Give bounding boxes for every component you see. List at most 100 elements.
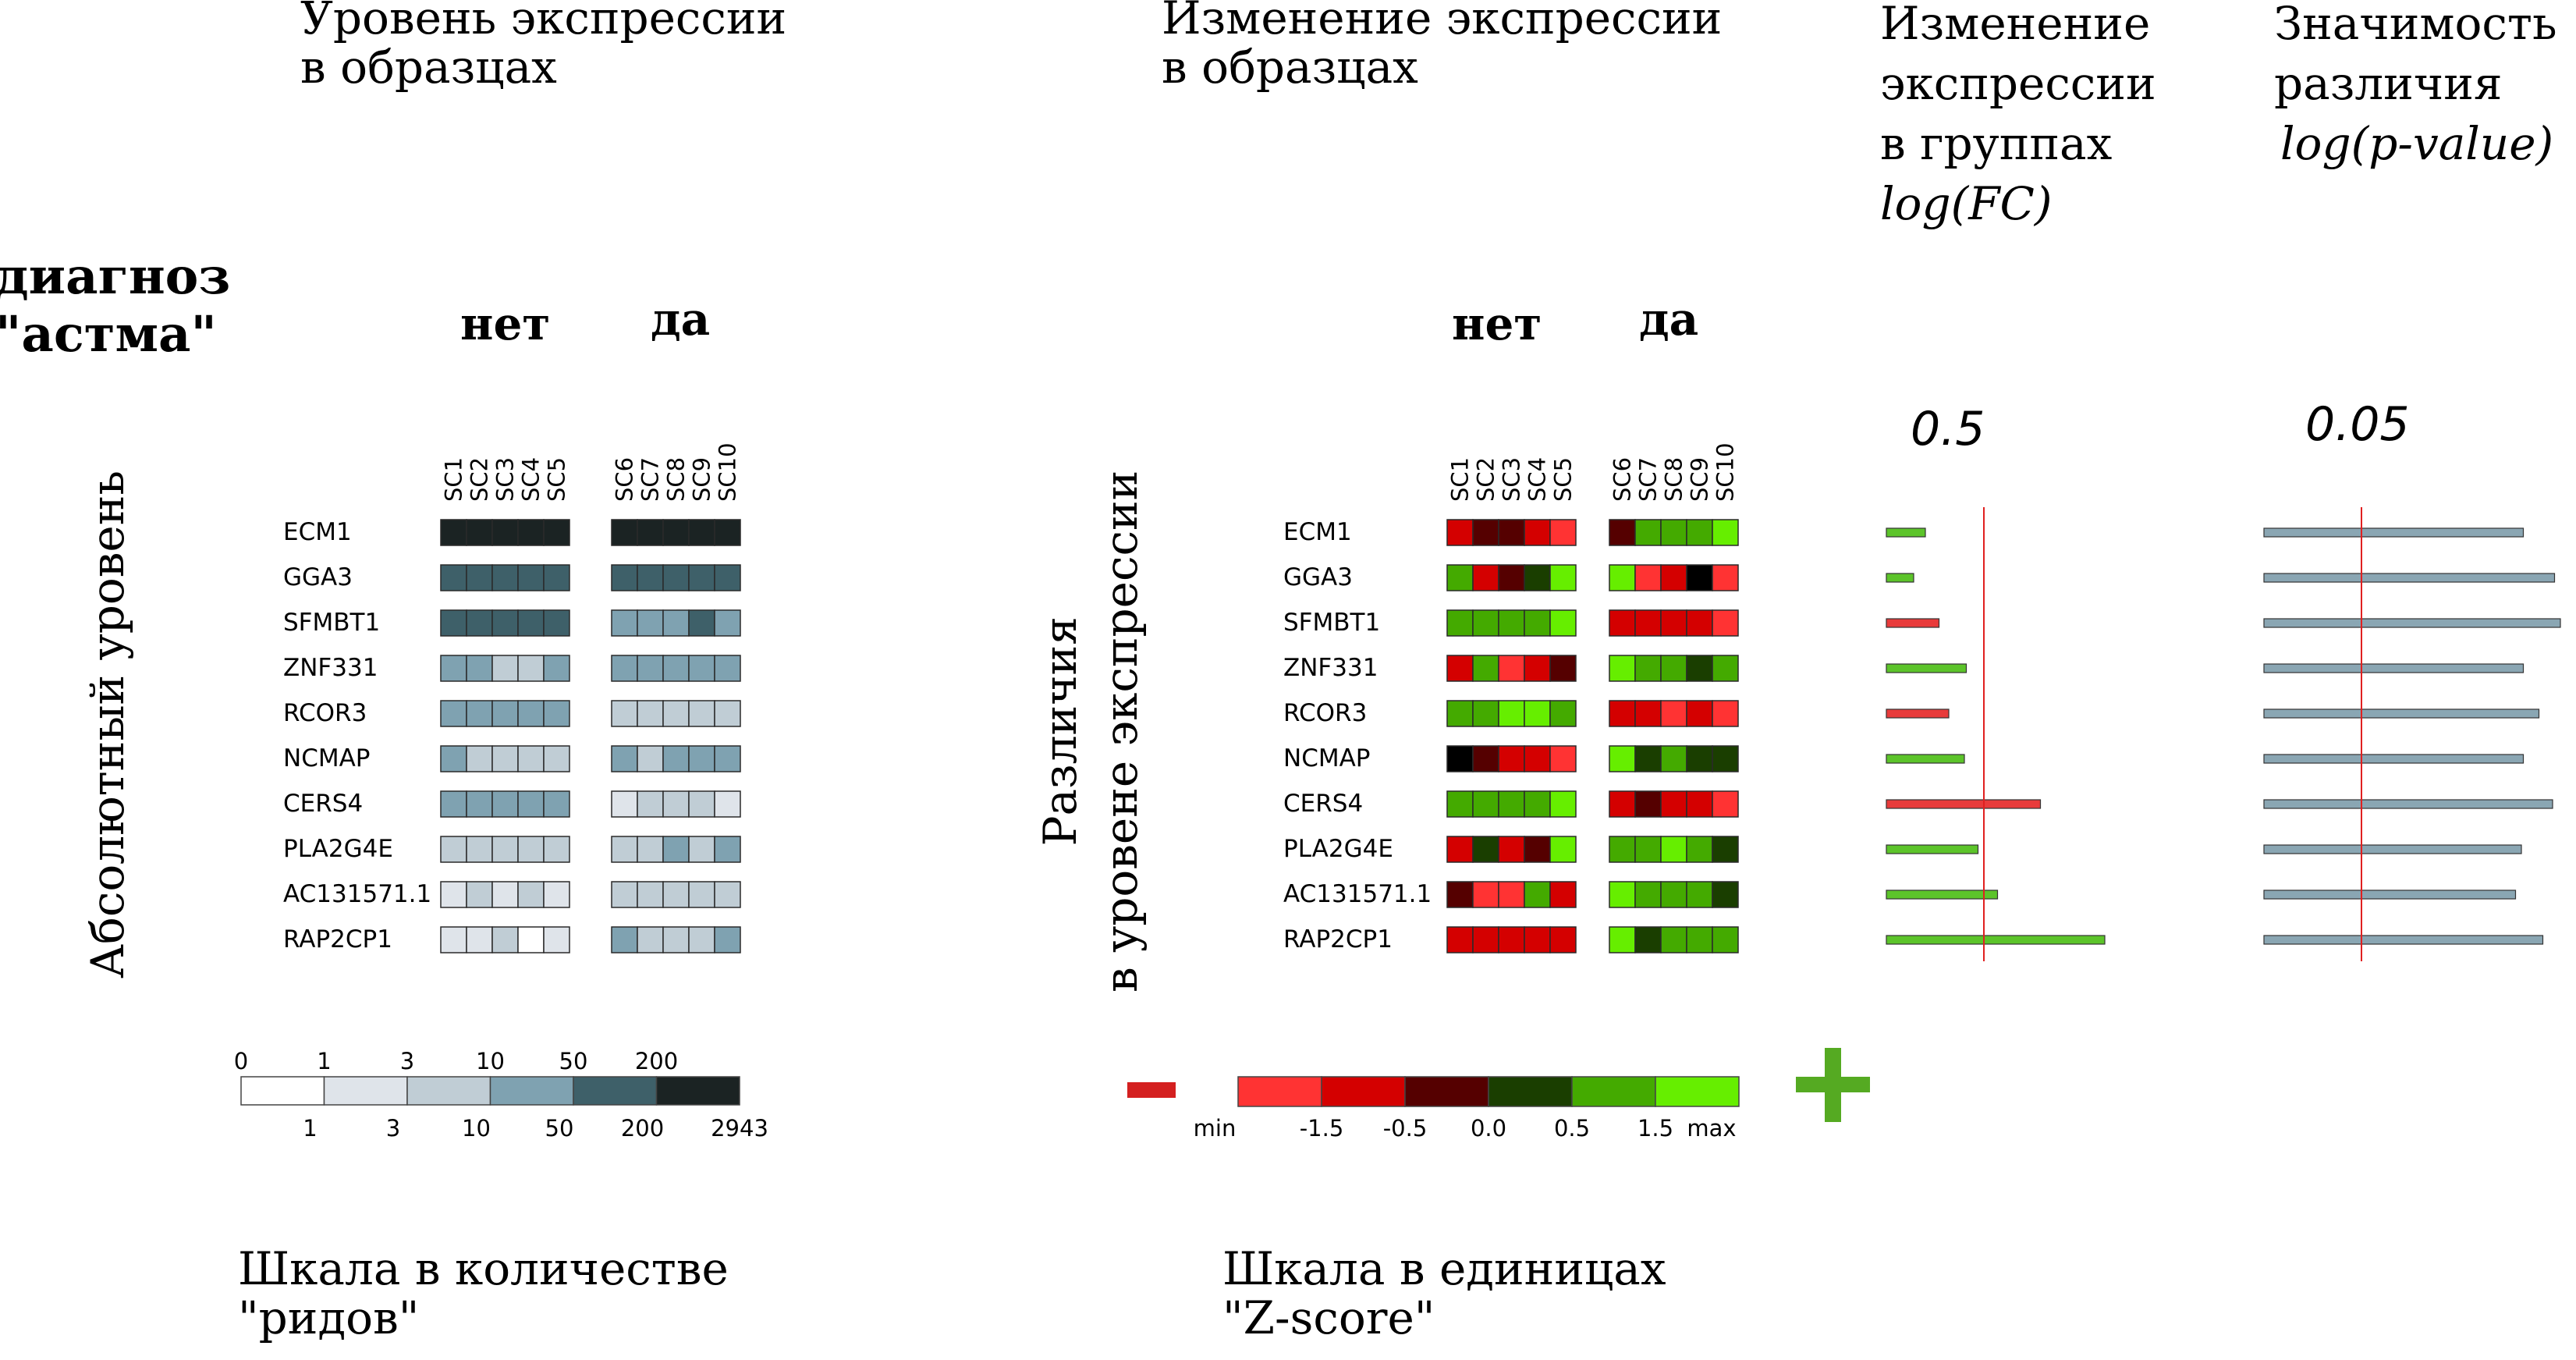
fc-bar bbox=[1886, 527, 1926, 538]
level-cell bbox=[543, 700, 570, 727]
z-cell bbox=[1472, 564, 1499, 591]
level-cell bbox=[440, 700, 467, 727]
z-cell bbox=[1609, 745, 1636, 772]
minus-icon bbox=[1127, 1082, 1176, 1098]
z-gene-label: SFMBT1 bbox=[1283, 609, 1380, 637]
z-cell bbox=[1712, 519, 1739, 546]
level-cell bbox=[688, 519, 715, 546]
z-cell bbox=[1660, 564, 1687, 591]
level-cell bbox=[714, 790, 741, 818]
level-cell bbox=[611, 564, 638, 591]
z-cell bbox=[1446, 700, 1474, 727]
z-legend-swatch bbox=[1571, 1076, 1656, 1107]
level-cell bbox=[637, 519, 664, 546]
level-cell bbox=[517, 836, 545, 863]
z-cell bbox=[1660, 836, 1687, 863]
z-cell bbox=[1524, 836, 1551, 863]
z-cell bbox=[1634, 519, 1662, 546]
pval-bar bbox=[2263, 708, 2540, 719]
middle-scale-caption-line2: "Z-score" bbox=[1222, 1291, 1435, 1344]
group-label-yes-mid: да bbox=[1639, 293, 1699, 346]
level-cell bbox=[637, 926, 664, 953]
z-legend-swatch bbox=[1321, 1076, 1406, 1107]
level-cell bbox=[714, 836, 741, 863]
level-cell bbox=[688, 609, 715, 637]
z-cell bbox=[1498, 609, 1525, 637]
z-cell bbox=[1549, 745, 1577, 772]
z-cell bbox=[1660, 700, 1687, 727]
z-gene-label: PLA2G4E bbox=[1283, 835, 1393, 863]
level-gene-label: ECM1 bbox=[283, 518, 352, 546]
level-cell bbox=[517, 655, 545, 682]
z-cell bbox=[1446, 881, 1474, 908]
z-legend-tick: min bbox=[1194, 1115, 1237, 1142]
pval-bar bbox=[2263, 527, 2525, 538]
z-sample-label: SC7 bbox=[1635, 457, 1662, 502]
z-cell bbox=[1660, 926, 1687, 953]
z-cell bbox=[1549, 836, 1577, 863]
level-cell bbox=[662, 926, 690, 953]
level-legend-swatch bbox=[573, 1076, 658, 1106]
level-cell bbox=[440, 745, 467, 772]
level-cell bbox=[662, 700, 690, 727]
z-cell bbox=[1609, 881, 1636, 908]
diagnosis-line1: диагноз bbox=[0, 247, 231, 306]
z-cell bbox=[1712, 564, 1739, 591]
z-cell bbox=[1712, 836, 1739, 863]
level-cell bbox=[466, 700, 493, 727]
level-cell bbox=[611, 881, 638, 908]
z-sample-label: SC8 bbox=[1661, 457, 1687, 502]
level-gene-label: CERS4 bbox=[283, 790, 363, 818]
level-cell bbox=[611, 609, 638, 637]
z-cell bbox=[1686, 881, 1713, 908]
z-cell bbox=[1472, 926, 1499, 953]
level-cell bbox=[517, 790, 545, 818]
z-cell bbox=[1686, 700, 1713, 727]
level-cell bbox=[662, 655, 690, 682]
z-sample-label: SC5 bbox=[1550, 457, 1577, 502]
level-legend-swatch bbox=[489, 1076, 574, 1106]
change-header-line1: Изменение экспрессии bbox=[1162, 0, 1723, 44]
level-cell bbox=[517, 609, 545, 637]
z-sample-label: SC1 bbox=[1447, 457, 1474, 502]
pval-bar bbox=[2263, 844, 2522, 854]
z-legend-swatch bbox=[1237, 1076, 1322, 1107]
level-cell bbox=[688, 790, 715, 818]
z-cell bbox=[1524, 519, 1551, 546]
z-gene-label: RCOR3 bbox=[1283, 699, 1367, 727]
z-cell bbox=[1498, 655, 1525, 682]
z-legend-tick: -1.5 bbox=[1300, 1115, 1344, 1142]
level-cell bbox=[662, 790, 690, 818]
z-cell bbox=[1498, 519, 1525, 546]
z-cell bbox=[1712, 700, 1739, 727]
level-cell bbox=[440, 519, 467, 546]
level-legend-bottom-tick: 10 bbox=[462, 1115, 491, 1142]
z-sample-label: SC2 bbox=[1473, 457, 1499, 502]
z-cell bbox=[1524, 745, 1551, 772]
level-legend-top-tick: 0 bbox=[234, 1048, 248, 1074]
level-cell bbox=[466, 564, 493, 591]
level-cell bbox=[543, 926, 570, 953]
level-cell bbox=[543, 745, 570, 772]
level-legend-bottom-tick: 50 bbox=[545, 1115, 574, 1142]
level-sample-label: SC10 bbox=[715, 442, 741, 502]
level-cell bbox=[637, 745, 664, 772]
level-cell bbox=[440, 609, 467, 637]
z-legend-tick: max bbox=[1687, 1115, 1736, 1142]
fc-bar bbox=[1886, 799, 2042, 809]
pval-bar bbox=[2263, 935, 2544, 945]
level-cell bbox=[637, 790, 664, 818]
level-cell bbox=[637, 836, 664, 863]
level-cell bbox=[517, 700, 545, 727]
pval-header-line1: Значимость bbox=[2274, 0, 2557, 50]
level-cell bbox=[688, 881, 715, 908]
level-cell bbox=[543, 881, 570, 908]
z-cell bbox=[1712, 609, 1739, 637]
level-cell bbox=[714, 881, 741, 908]
level-legend-swatch bbox=[406, 1076, 491, 1106]
level-sample-label: SC1 bbox=[441, 457, 467, 502]
pval-header-line3: log(p-value) bbox=[2280, 117, 2554, 171]
level-cell bbox=[714, 609, 741, 637]
z-cell bbox=[1609, 926, 1636, 953]
level-cell bbox=[662, 836, 690, 863]
